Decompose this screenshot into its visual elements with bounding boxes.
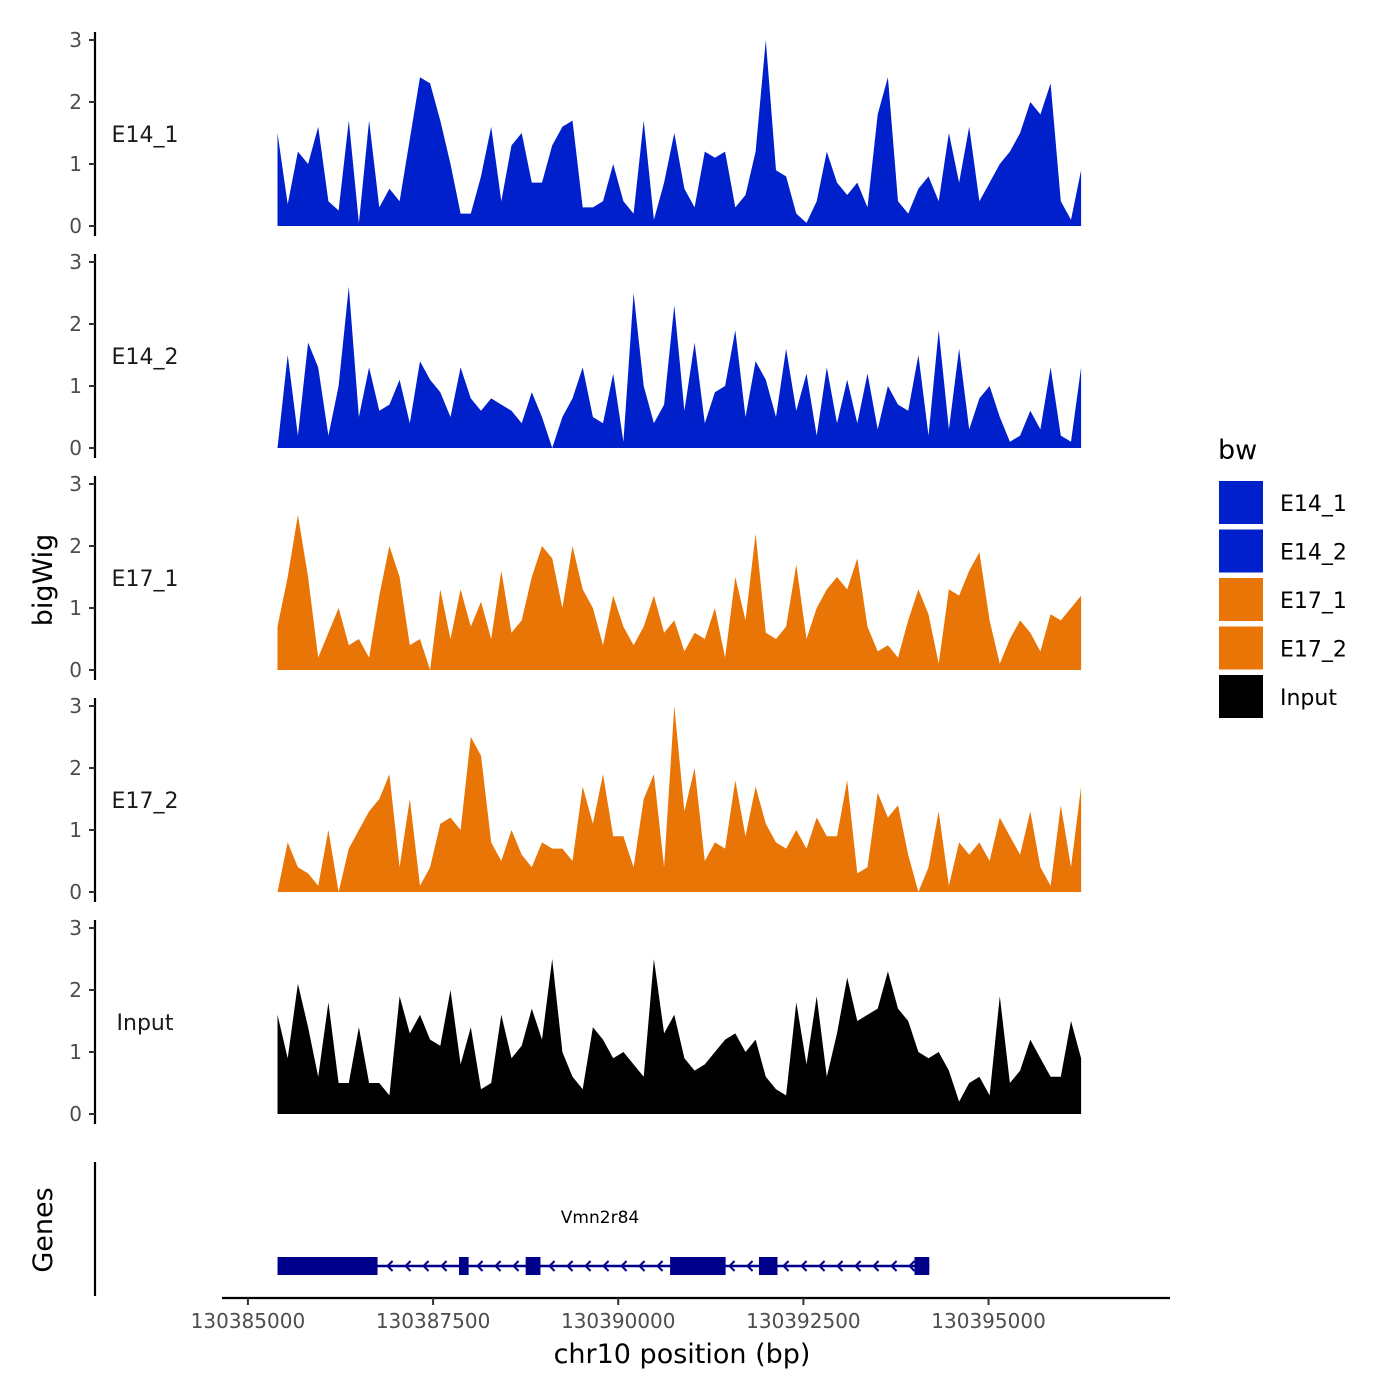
strand-arrow bbox=[854, 1260, 862, 1272]
track-panel-input: 0 1 2 3 Input bbox=[69, 916, 1082, 1126]
strand-arrow bbox=[440, 1260, 448, 1272]
legend-title: bw bbox=[1218, 435, 1257, 466]
y-tick-label: 0 bbox=[69, 880, 82, 904]
legend-label: E14_1 bbox=[1280, 492, 1347, 517]
strand-arrow bbox=[638, 1260, 646, 1272]
x-tick-label: 130385000 bbox=[191, 1309, 306, 1333]
legend-swatch bbox=[1219, 529, 1263, 573]
x-axis: 130385000 130387500 130390000 130392500 1303… bbox=[191, 1296, 1170, 1333]
track-label: Input bbox=[117, 1011, 174, 1036]
track-panel-e14_2: 0 1 2 3 E14_2 bbox=[69, 250, 1082, 460]
gene-exon bbox=[758, 1257, 778, 1275]
y-tick-label: 3 bbox=[69, 28, 82, 52]
strand-arrow bbox=[422, 1260, 430, 1272]
gene-exon bbox=[277, 1257, 378, 1275]
y-tick-label: 1 bbox=[69, 152, 82, 176]
y-tick-label: 2 bbox=[69, 312, 82, 336]
coverage-area-e17_1 bbox=[277, 515, 1082, 670]
strand-arrow bbox=[800, 1260, 808, 1272]
gene-exon bbox=[459, 1257, 469, 1275]
y-tick-label: 3 bbox=[69, 472, 82, 496]
track-panel-e17_1: 0 1 2 3 E17_1 bbox=[69, 472, 1082, 682]
gene-name-label: Vmn2r84 bbox=[561, 1208, 639, 1228]
y-tick-label: 3 bbox=[69, 916, 82, 940]
strand-arrow bbox=[872, 1260, 880, 1272]
legend-item-e17_2: E17_2 bbox=[1219, 626, 1347, 670]
strand-arrow bbox=[602, 1260, 610, 1272]
strand-arrow bbox=[728, 1260, 736, 1272]
legend-swatch bbox=[1219, 481, 1263, 524]
y-tick-label: 1 bbox=[69, 1040, 82, 1064]
y-tick-label: 0 bbox=[69, 436, 82, 460]
legend-label: E17_2 bbox=[1280, 638, 1347, 663]
x-tick-label: 130395000 bbox=[931, 1309, 1046, 1333]
y-axis-title: bigWig bbox=[28, 534, 59, 627]
strand-arrow bbox=[746, 1260, 754, 1272]
legend-item-e17_1: E17_1 bbox=[1219, 578, 1347, 621]
genes-panel: Genes Vmn2r84 bbox=[28, 1162, 930, 1296]
coverage-area-input bbox=[277, 959, 1082, 1114]
y-tick-label: 3 bbox=[69, 694, 82, 718]
x-tick-label: 130390000 bbox=[561, 1309, 676, 1333]
strand-arrow bbox=[836, 1260, 844, 1272]
gene-exon bbox=[914, 1257, 930, 1275]
legend-label: E14_2 bbox=[1280, 541, 1347, 566]
legend-item-e14_1: E14_1 bbox=[1219, 481, 1347, 524]
gene-exon bbox=[525, 1257, 541, 1275]
legend-label: Input bbox=[1280, 686, 1337, 711]
y-tick-label: 1 bbox=[69, 596, 82, 620]
legend-item-input: Input bbox=[1219, 675, 1337, 718]
strand-arrow bbox=[494, 1260, 502, 1272]
track-label: E17_2 bbox=[112, 789, 179, 814]
coverage-area-e14_1 bbox=[277, 40, 1082, 226]
track-label: E17_1 bbox=[112, 567, 179, 592]
strand-arrow bbox=[620, 1260, 628, 1272]
strand-arrow bbox=[404, 1260, 412, 1272]
y-tick-label: 0 bbox=[69, 658, 82, 682]
strand-arrow bbox=[890, 1260, 898, 1272]
legend-swatch bbox=[1219, 578, 1263, 621]
track-label: E14_1 bbox=[112, 123, 179, 148]
track-panel-e17_2: 0 1 2 3 E17_2 bbox=[69, 694, 1082, 904]
y-tick-label: 2 bbox=[69, 756, 82, 780]
track-panels: 0 1 2 3 E14_1 0 1 2 3 E14_2 0 1 2 3 E17_1 0 1 2 3 E17_2 0 1 2 3… bbox=[69, 28, 1082, 1126]
coverage-area-e14_2 bbox=[277, 286, 1082, 448]
strand-arrow bbox=[566, 1260, 574, 1272]
strand-arrow bbox=[386, 1260, 394, 1272]
track-panel-e14_1: 0 1 2 3 E14_1 bbox=[69, 28, 1082, 238]
x-tick-label: 130387500 bbox=[376, 1309, 491, 1333]
strand-arrow bbox=[818, 1260, 826, 1272]
x-tick-label: 130392500 bbox=[746, 1309, 861, 1333]
legend-swatch bbox=[1219, 626, 1263, 670]
legend: bw E14_1 E14_2 E17_1 E17_2 Input bbox=[1218, 435, 1347, 718]
y-tick-label: 1 bbox=[69, 374, 82, 398]
y-tick-label: 0 bbox=[69, 1102, 82, 1126]
y-tick-label: 0 bbox=[69, 214, 82, 238]
y-tick-label: 3 bbox=[69, 250, 82, 274]
legend-item-e14_2: E14_2 bbox=[1219, 529, 1347, 573]
legend-label: E17_1 bbox=[1280, 589, 1347, 614]
track-label: E14_2 bbox=[112, 345, 179, 370]
genes-panel-label: Genes bbox=[28, 1187, 59, 1272]
legend-swatch bbox=[1219, 675, 1263, 718]
x-axis-title: chr10 position (bp) bbox=[554, 1339, 811, 1370]
gene-exon bbox=[670, 1257, 726, 1275]
strand-arrow bbox=[908, 1260, 916, 1272]
y-tick-label: 2 bbox=[69, 534, 82, 558]
strand-arrow bbox=[476, 1260, 484, 1272]
strand-arrow bbox=[656, 1260, 664, 1272]
y-tick-label: 1 bbox=[69, 818, 82, 842]
y-tick-label: 2 bbox=[69, 978, 82, 1002]
y-tick-label: 2 bbox=[69, 90, 82, 114]
coverage-area-e17_2 bbox=[277, 706, 1082, 892]
strand-arrow bbox=[548, 1260, 556, 1272]
strand-arrow bbox=[782, 1260, 790, 1272]
strand-arrow bbox=[512, 1260, 520, 1272]
strand-arrow bbox=[584, 1260, 592, 1272]
